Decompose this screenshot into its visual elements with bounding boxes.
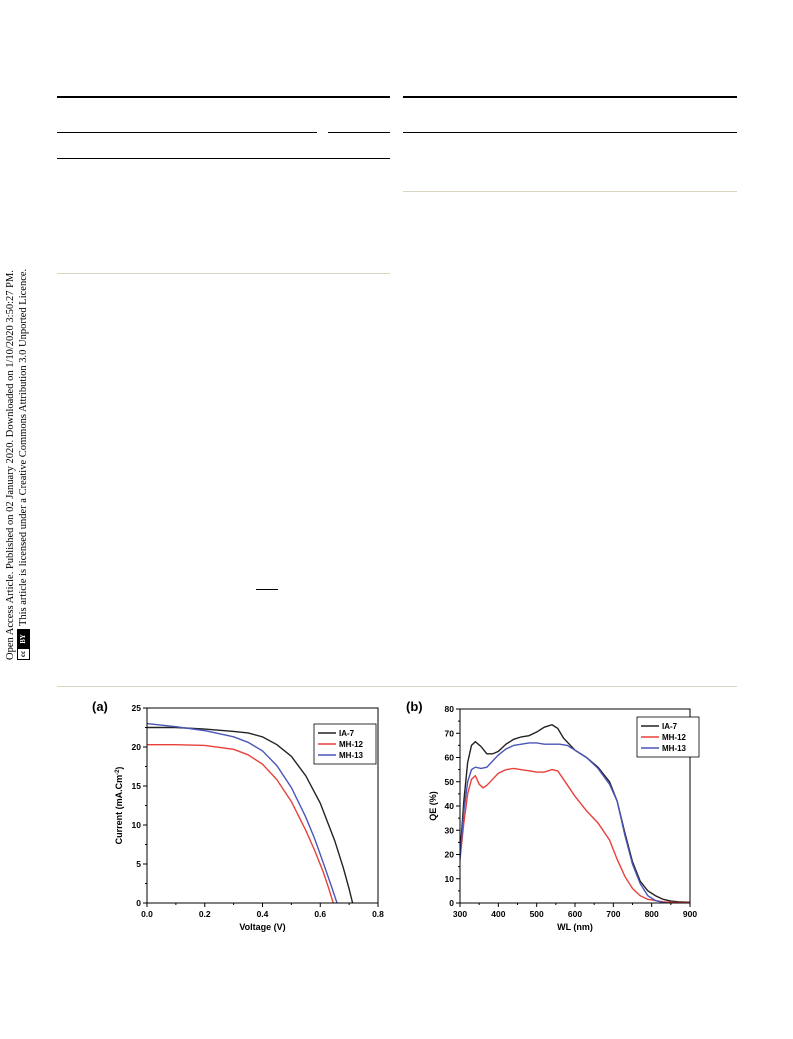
- figure-panel-a: (a) 0.0 0.2 0.4 0.6 0.8 0 5 10 15 20 25 Voltage (V) C…: [90, 695, 390, 935]
- legend-label-mh-13: MH-13: [662, 744, 687, 753]
- table-bottom-rule-right: [403, 191, 737, 192]
- panel-label: (b): [406, 699, 423, 714]
- x-tick-label: 700: [606, 909, 620, 919]
- x-tick-label: 0.4: [257, 909, 269, 919]
- cc-logo-icon: cc: [18, 647, 30, 659]
- table-header-rule-left-a: [57, 132, 317, 133]
- cc-by-badge[interactable]: cc BY: [17, 629, 31, 660]
- y-tick-label: 10: [445, 874, 455, 884]
- y-tick-label: 0: [136, 898, 141, 908]
- legend-label-ia-7: IA-7: [339, 729, 355, 738]
- x-tick-label: 0.8: [372, 909, 384, 919]
- y-tick-label: 60: [445, 753, 455, 763]
- licence-text[interactable]: This article is licensed under a Creativ…: [18, 268, 29, 627]
- series-line-mh-13: [147, 722, 338, 903]
- access-notice: Open Access Article. Published on 02 Jan…: [4, 190, 44, 660]
- x-axis-label: WL (nm): [557, 922, 593, 932]
- qe-spectrum-chart: (b) 300 400 500 600 700 800 900 0 10 20 30 40 50 60 70 8…: [406, 699, 700, 932]
- x-tick-label: 500: [530, 909, 544, 919]
- y-tick-label: 70: [445, 728, 455, 738]
- y-axis-label: Current (mA.Cm-2): [114, 767, 124, 845]
- jv-curve-chart: (a) 0.0 0.2 0.4 0.6 0.8 0 5 10 15 20 25 Voltage (V) C…: [92, 699, 384, 932]
- x-tick-label: 800: [645, 909, 659, 919]
- legend-label-mh-12: MH-12: [662, 733, 687, 742]
- y-tick-label: 0: [449, 898, 454, 908]
- legend-label-ia-7: IA-7: [662, 722, 678, 731]
- series-line-ia-7: [460, 723, 690, 903]
- x-tick-label: 900: [683, 909, 697, 919]
- x-tick-label: 0.2: [199, 909, 211, 919]
- y-tick-label: 5: [136, 859, 141, 869]
- by-label: BY: [18, 630, 30, 648]
- x-tick-label: 400: [491, 909, 505, 919]
- table-subheader-rule-left: [57, 158, 390, 159]
- series-line-mh-12: [460, 767, 690, 903]
- series-line-ia-7: [147, 726, 354, 903]
- y-tick-label: 50: [445, 777, 455, 787]
- x-tick-label: 300: [453, 909, 467, 919]
- x-tick-label: 0.6: [314, 909, 326, 919]
- licence-line: cc BY This article is licensed under a Cre…: [17, 190, 31, 660]
- y-tick-label: 20: [132, 742, 142, 752]
- y-tick-label: 15: [132, 781, 142, 791]
- figure-panel-b: (b) 300 400 500 600 700 800 900 0 10 20 30 40 50 60 70 8…: [404, 695, 704, 935]
- table-bottom-rule-left: [57, 273, 390, 274]
- y-tick-label: 10: [132, 820, 142, 830]
- x-tick-label: 0.0: [141, 909, 153, 919]
- x-tick-label: 600: [568, 909, 582, 919]
- y-tick-label: 30: [445, 825, 455, 835]
- y-tick-label: 80: [445, 704, 455, 714]
- footnote-rule: [256, 589, 278, 590]
- table-header-rule-left-b: [328, 132, 390, 133]
- y-tick-label: 40: [445, 801, 455, 811]
- series-line-mh-12: [147, 743, 334, 903]
- table-header-rule-right: [403, 132, 737, 133]
- figure-top-rule: [57, 686, 737, 687]
- y-tick-label: 25: [132, 703, 142, 713]
- table-top-rule-left: [57, 96, 390, 98]
- panel-label: (a): [92, 699, 108, 714]
- legend-label-mh-13: MH-13: [339, 751, 364, 760]
- series-line-mh-13: [460, 742, 675, 903]
- y-axis-label: QE (%): [428, 791, 438, 821]
- y-tick-label: 20: [445, 850, 455, 860]
- x-axis-label: Voltage (V): [239, 922, 285, 932]
- legend-label-mh-12: MH-12: [339, 740, 364, 749]
- access-notice-text: Open Access Article. Published on 02 Jan…: [4, 190, 44, 660]
- publication-line: Open Access Article. Published on 02 Jan…: [5, 270, 16, 660]
- table-top-rule-right: [403, 96, 737, 98]
